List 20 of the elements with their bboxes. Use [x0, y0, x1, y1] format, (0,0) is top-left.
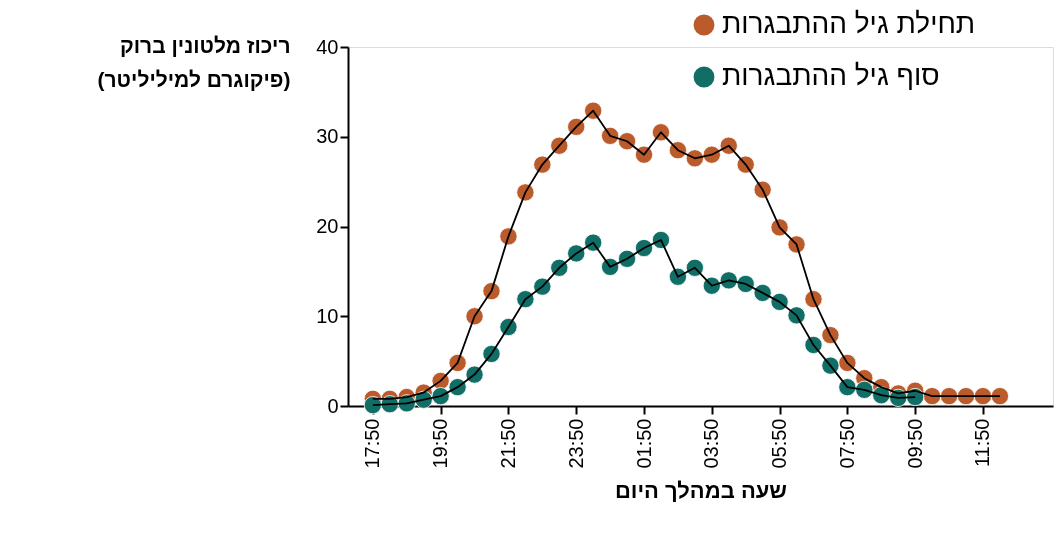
- x-axis-title: שעה במהלך היום: [614, 477, 788, 503]
- y-tick-label: 30: [316, 125, 339, 148]
- legend-label: תחילת גיל ההתבגרות: [722, 8, 976, 39]
- y-axis-title: ריכוז מלטונין ברוק (פיקוגרם למיליליטר): [97, 33, 291, 91]
- x-tick-label: 01:50: [632, 418, 655, 469]
- x-tick-label: 07:50: [835, 418, 858, 469]
- x-tick-label: 09:50: [903, 418, 926, 469]
- x-tick-label: 21:50: [496, 418, 519, 469]
- y-tick-label: 10: [316, 304, 339, 327]
- legend-label: סוף גיל ההתבגרות: [722, 60, 940, 91]
- y-tick-label: 0: [327, 394, 339, 417]
- y-tick-label: 40: [316, 35, 339, 58]
- x-tick-label: 19:50: [429, 418, 452, 469]
- x-tick-label: 17:50: [361, 418, 384, 469]
- point: [990, 387, 1009, 406]
- x-tick-label: 11:50: [971, 418, 994, 468]
- y-tick-label: 20: [316, 215, 339, 237]
- x-tick-label: 05:50: [768, 418, 791, 469]
- x-tick-label: 03:50: [700, 418, 723, 469]
- x-tick-label: 23:50: [564, 418, 587, 469]
